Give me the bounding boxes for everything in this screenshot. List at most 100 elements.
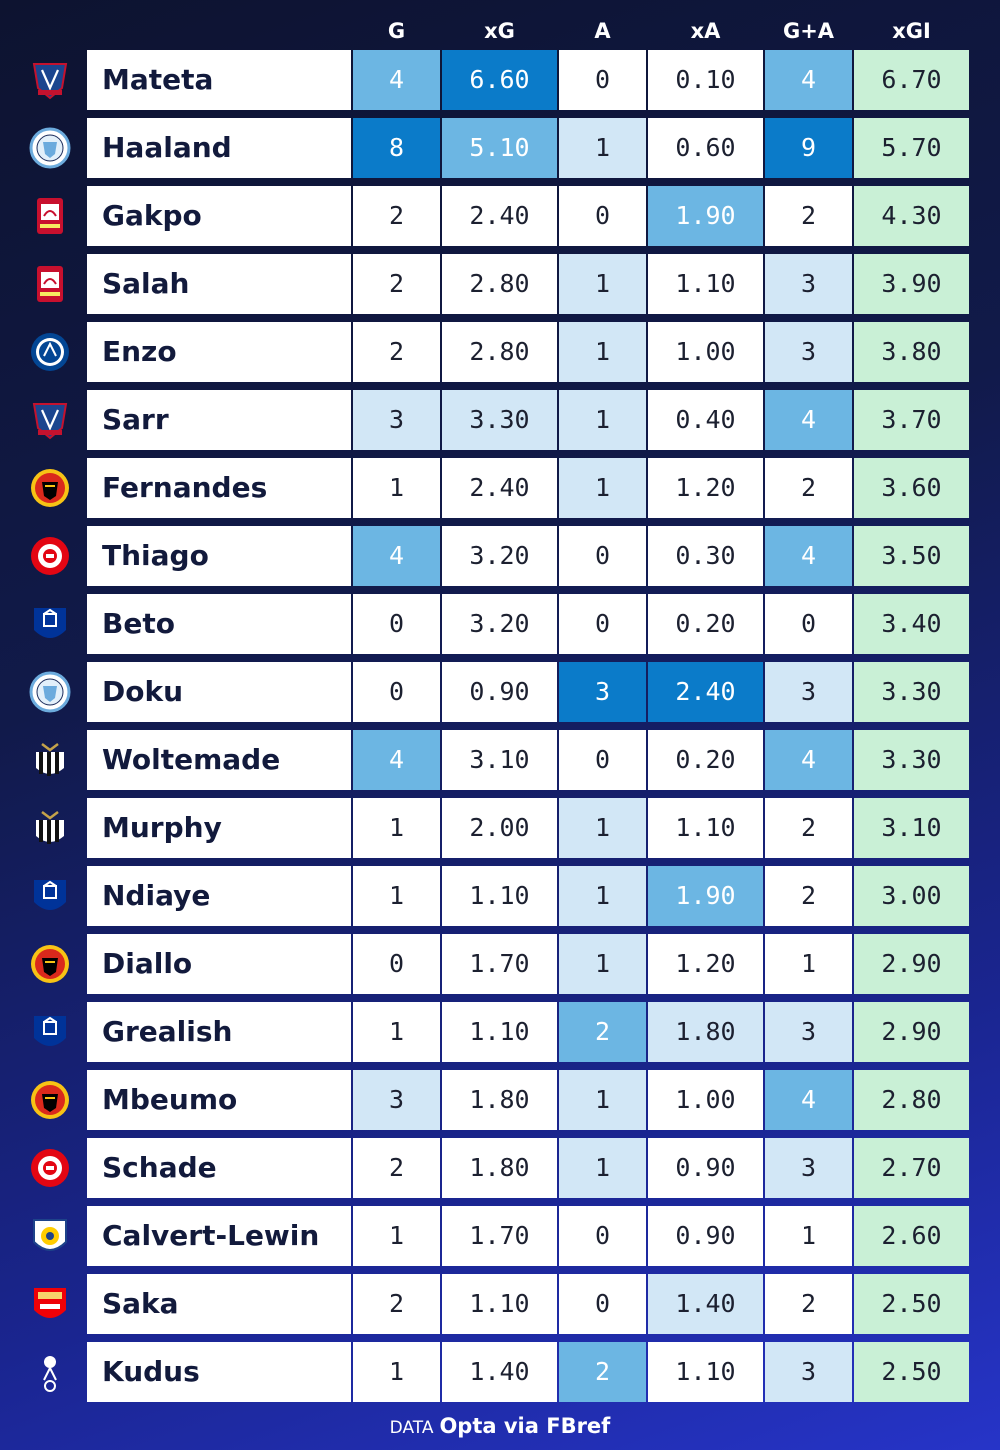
stat-cell-a: 1 (559, 322, 646, 382)
newcastle-badge-icon (36, 743, 64, 776)
stat-cell-xg: 1.80 (442, 1138, 557, 1198)
stat-cell-xgi: 5.70 (854, 118, 969, 178)
stat-cell-xgi: 6.70 (854, 50, 969, 110)
stat-cell-xg: 1.10 (442, 1274, 557, 1334)
stat-cell-xgi: 3.70 (854, 390, 969, 450)
column-header-g: G (387, 19, 406, 43)
player-name: Sarr (87, 390, 351, 450)
table-row: Haaland 8 5.10 1 0.60 9 5.70 (0, 118, 1000, 178)
stat-cell-xa: 1.40 (648, 1274, 763, 1334)
manchester-united-badge-icon (31, 469, 69, 507)
column-header-xg: xG (484, 19, 515, 43)
stat-cell-xg: 6.60 (442, 50, 557, 110)
stat-cell-xa: 1.10 (648, 798, 763, 858)
stat-cell-g: 1 (353, 1342, 440, 1402)
stat-cell-a: 1 (559, 934, 646, 994)
stat-cell-xa: 0.40 (648, 390, 763, 450)
player-name: Enzo (87, 322, 351, 382)
player-name: Saka (87, 1274, 351, 1334)
table-row: Ndiaye 1 1.10 1 1.90 2 3.00 (0, 866, 1000, 926)
stat-cell-g: 1 (353, 458, 440, 518)
everton-badge-icon (34, 608, 66, 638)
stat-cell-g-plus-a: 4 (765, 730, 852, 790)
table-row: Salah 2 2.80 1 1.10 3 3.90 (0, 254, 1000, 314)
stat-cell-g-plus-a: 2 (765, 458, 852, 518)
table-row: Gakpo 2 2.40 0 1.90 2 4.30 (0, 186, 1000, 246)
player-name: Calvert-Lewin (87, 1206, 351, 1266)
stat-cell-xgi: 3.40 (854, 594, 969, 654)
manchester-city-badge-icon (29, 127, 71, 169)
stat-cell-a: 0 (559, 1206, 646, 1266)
stat-cell-xg: 1.80 (442, 1070, 557, 1130)
stat-cell-xgi: 3.50 (854, 526, 969, 586)
player-name: Fernandes (87, 458, 351, 518)
stat-cell-a: 3 (559, 662, 646, 722)
stat-cell-a: 1 (559, 1138, 646, 1198)
stat-cell-g-plus-a: 4 (765, 526, 852, 586)
player-name: Grealish (87, 1002, 351, 1062)
liverpool-badge-icon (37, 198, 63, 234)
stat-cell-a: 0 (559, 186, 646, 246)
stat-cell-a: 0 (559, 1274, 646, 1334)
table-row: Diallo 0 1.70 1 1.20 1 2.90 (0, 934, 1000, 994)
stat-cell-g-plus-a: 9 (765, 118, 852, 178)
manchester-united-badge-icon (31, 1081, 69, 1119)
stat-cell-xg: 2.80 (442, 322, 557, 382)
table-row: Calvert-Lewin 1 1.70 0 0.90 1 2.60 (0, 1206, 1000, 1266)
table-row: Grealish 1 1.10 2 1.80 3 2.90 (0, 1002, 1000, 1062)
player-name: Salah (87, 254, 351, 314)
table-row: Mbeumo 3 1.80 1 1.00 4 2.80 (0, 1070, 1000, 1130)
everton-badge-icon (34, 880, 66, 910)
everton-badge-icon (34, 1016, 66, 1046)
player-name: Doku (87, 662, 351, 722)
stat-cell-xa: 0.90 (648, 1206, 763, 1266)
stat-cell-g: 1 (353, 866, 440, 926)
stat-cell-g: 2 (353, 254, 440, 314)
player-name: Thiago (87, 526, 351, 586)
footer: DATA Opta via FBref (0, 1410, 1000, 1444)
stat-cell-g-plus-a: 3 (765, 1002, 852, 1062)
stat-cell-xgi: 2.50 (854, 1342, 969, 1402)
stat-cell-g-plus-a: 3 (765, 1342, 852, 1402)
stat-cell-xgi: 2.80 (854, 1070, 969, 1130)
table-row: Murphy 1 2.00 1 1.10 2 3.10 (0, 798, 1000, 858)
stat-cell-xg: 1.70 (442, 1206, 557, 1266)
stat-cell-a: 0 (559, 730, 646, 790)
stat-cell-a: 2 (559, 1002, 646, 1062)
stat-cell-g: 2 (353, 1274, 440, 1334)
stat-cell-xgi: 4.30 (854, 186, 969, 246)
stat-cell-g-plus-a: 3 (765, 1138, 852, 1198)
stat-cell-xa: 1.80 (648, 1002, 763, 1062)
stat-cell-g: 0 (353, 934, 440, 994)
stat-cell-g-plus-a: 2 (765, 1274, 852, 1334)
stat-cell-xa: 2.40 (648, 662, 763, 722)
stat-cell-xgi: 2.60 (854, 1206, 969, 1266)
table-row: Enzo 2 2.80 1 1.00 3 3.80 (0, 322, 1000, 382)
stat-cell-xgi: 2.70 (854, 1138, 969, 1198)
player-name: Mateta (87, 50, 351, 110)
stat-cell-xa: 0.30 (648, 526, 763, 586)
stat-cell-a: 1 (559, 254, 646, 314)
stat-cell-xa: 1.00 (648, 322, 763, 382)
stat-cell-g: 4 (353, 730, 440, 790)
stat-cell-xgi: 2.50 (854, 1274, 969, 1334)
table-row: Beto 0 3.20 0 0.20 0 3.40 (0, 594, 1000, 654)
stat-cell-a: 1 (559, 1070, 646, 1130)
player-name: Murphy (87, 798, 351, 858)
stat-cell-xa: 0.90 (648, 1138, 763, 1198)
column-header-g-plus-a: G+A (782, 19, 835, 43)
stat-cell-xgi: 3.80 (854, 322, 969, 382)
table-row: Fernandes 1 2.40 1 1.20 2 3.60 (0, 458, 1000, 518)
stat-cell-g: 0 (353, 662, 440, 722)
stat-cell-a: 0 (559, 594, 646, 654)
stat-cell-xa: 0.10 (648, 50, 763, 110)
player-name: Mbeumo (87, 1070, 351, 1130)
stat-cell-a: 2 (559, 1342, 646, 1402)
crystal-palace-badge-icon (32, 403, 68, 440)
stat-cell-a: 1 (559, 118, 646, 178)
stat-cell-a: 1 (559, 798, 646, 858)
footer-source: Opta via FBref (439, 1414, 611, 1438)
stat-cell-g-plus-a: 3 (765, 322, 852, 382)
stat-cell-g-plus-a: 1 (765, 934, 852, 994)
stat-cell-xg: 5.10 (442, 118, 557, 178)
